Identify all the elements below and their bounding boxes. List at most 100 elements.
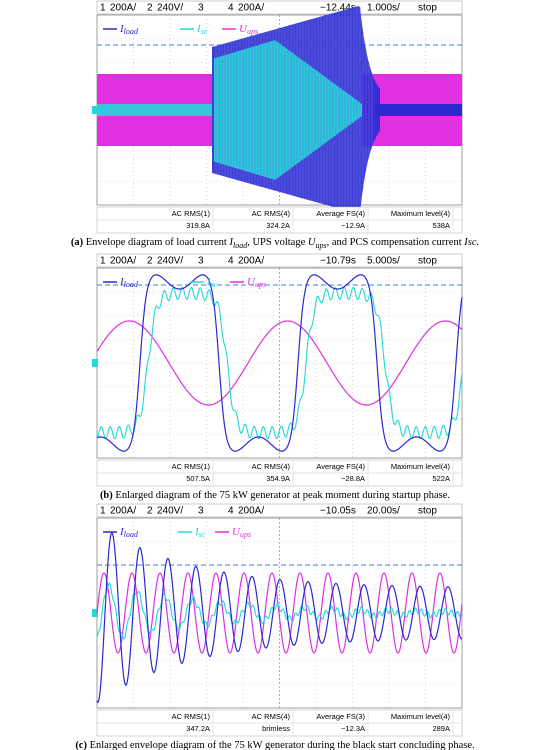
legend-sub: load xyxy=(124,530,139,539)
measurement-label: Average FS(4) xyxy=(316,209,365,218)
legend-label: Iload xyxy=(119,23,139,36)
measurement-label: AC RMS(1) xyxy=(172,209,211,218)
legend-sub: ups xyxy=(240,530,251,539)
panel: 1 200A/2 240V/3 4 200A/ −10.79s 5.000s/stop Ilo… xyxy=(92,253,463,501)
caption-segment: Enlarged envelope diagram of the 75 kW g… xyxy=(87,740,475,750)
legend-main: I xyxy=(196,23,202,35)
measurement-value: 324.2A xyxy=(266,221,290,230)
measurement-value: −12.9A xyxy=(341,221,365,230)
header-text: 3 xyxy=(198,506,204,517)
measurement-value: 522A xyxy=(432,474,450,483)
header-text: 2 xyxy=(147,256,153,267)
header-text: 4 xyxy=(228,256,234,267)
caption: (c) Enlarged envelope diagram of the 75 … xyxy=(75,740,474,750)
caption-segment: (a) xyxy=(71,237,84,248)
caption: (b) Enlarged diagram of the 75 kW genera… xyxy=(100,490,450,501)
header-text: 240V/ xyxy=(157,506,183,517)
legend-main: I xyxy=(119,23,125,35)
measurement-label: AC RMS(4) xyxy=(252,462,291,471)
header-text: 200A/ xyxy=(110,256,136,267)
legend-main: I xyxy=(119,526,125,538)
header-text: 1 xyxy=(100,256,106,267)
measurement-value: brimless xyxy=(262,724,290,733)
header-text: 20.00s/ xyxy=(367,506,400,517)
header-text: 3 xyxy=(198,256,204,267)
legend-sub: sc xyxy=(201,27,208,36)
header-text: 4 xyxy=(228,3,234,14)
legend-sub: ups xyxy=(247,27,258,36)
legend-main: U xyxy=(247,276,256,288)
measurement-label: Maximum level(4) xyxy=(391,209,451,218)
measurement-label: Maximum level(4) xyxy=(391,712,451,721)
header-text: 240V/ xyxy=(157,3,183,14)
waveform xyxy=(96,532,463,704)
legend-label: Uups xyxy=(239,23,258,36)
channel-marker xyxy=(92,359,98,367)
header-text: 200A/ xyxy=(238,506,264,517)
measurement-label: AC RMS(1) xyxy=(172,712,211,721)
panel: 1 200A/2 240V/3 4 200A/ −12.44s 1.000s/stop Ilo… xyxy=(71,0,479,250)
header-text: 3 xyxy=(198,3,204,14)
legend-label: Isc xyxy=(196,23,208,36)
legend-sub: sc xyxy=(211,280,218,289)
caption-segment: (b) xyxy=(100,490,113,501)
header-text: −12.44s xyxy=(320,3,356,14)
waveform-band xyxy=(375,104,462,116)
legend-main: I xyxy=(194,526,200,538)
caption-segment: (c) xyxy=(75,740,87,750)
caption-segment: , UPS voltage xyxy=(247,237,308,248)
legend-label: Uups xyxy=(232,526,251,539)
legend-sub: load xyxy=(124,27,139,36)
caption-segment: load xyxy=(233,241,248,250)
waveform xyxy=(96,582,463,640)
measurement-value: 354.9A xyxy=(266,474,290,483)
legend-main: I xyxy=(206,276,212,288)
measurement-value: 347.2A xyxy=(186,724,210,733)
legend-main: U xyxy=(232,526,241,538)
measurement-value: −12.3A xyxy=(341,724,365,733)
measurement-value: 289A xyxy=(432,724,450,733)
header-text: 2 xyxy=(147,3,153,14)
panel: 1 200A/2 240V/3 4 200A/ −10.05s 20.00s/stop Ilo… xyxy=(75,503,475,750)
caption-segment: U xyxy=(308,237,317,248)
legend-label: Isc xyxy=(206,276,218,289)
header-text: 1 xyxy=(100,506,106,517)
legend-sub: load xyxy=(124,280,139,289)
channel-marker xyxy=(92,609,98,617)
measurement-label: Maximum level(4) xyxy=(391,462,451,471)
caption-segment: I xyxy=(228,237,233,248)
header-text: 200A/ xyxy=(110,3,136,14)
caption-segment: Enlarged diagram of the 75 kW generator … xyxy=(113,490,450,501)
caption-segment: ups xyxy=(315,241,326,250)
measurement-label: AC RMS(1) xyxy=(172,462,211,471)
measurement-label: Average FS(4) xyxy=(316,462,365,471)
header-text: stop xyxy=(418,506,437,517)
header-bar xyxy=(96,253,463,268)
caption-segment: , and PCS compensation current xyxy=(327,237,465,248)
caption: (a) Envelope diagram of load current Ilo… xyxy=(71,237,479,249)
header-text: −10.79s xyxy=(320,256,356,267)
measurement-value: 319.8A xyxy=(186,221,210,230)
measurement-value: 538A xyxy=(432,221,450,230)
caption-segment: Isc. xyxy=(463,237,479,248)
measurement-value: −28.8A xyxy=(341,474,365,483)
legend-sub: sc xyxy=(199,530,206,539)
header-text: stop xyxy=(418,256,437,267)
legend-label: Uups xyxy=(247,276,266,289)
legend-label: Iload xyxy=(119,276,139,289)
waveform xyxy=(96,274,463,452)
waveform-band xyxy=(97,104,212,116)
measurement-label: AC RMS(4) xyxy=(252,209,291,218)
channel-marker xyxy=(92,106,98,114)
legend-label: Iload xyxy=(119,526,139,539)
header-text: 200A/ xyxy=(110,506,136,517)
header-text: 2 xyxy=(147,506,153,517)
header-text: stop xyxy=(418,3,437,14)
header-text: 4 xyxy=(228,506,234,517)
legend-sub: ups xyxy=(255,280,266,289)
measurement-value: 507.5A xyxy=(186,474,210,483)
header-text: −10.05s xyxy=(320,506,356,517)
header-text: 5.000s/ xyxy=(367,256,400,267)
header-text: 1.000s/ xyxy=(367,3,400,14)
